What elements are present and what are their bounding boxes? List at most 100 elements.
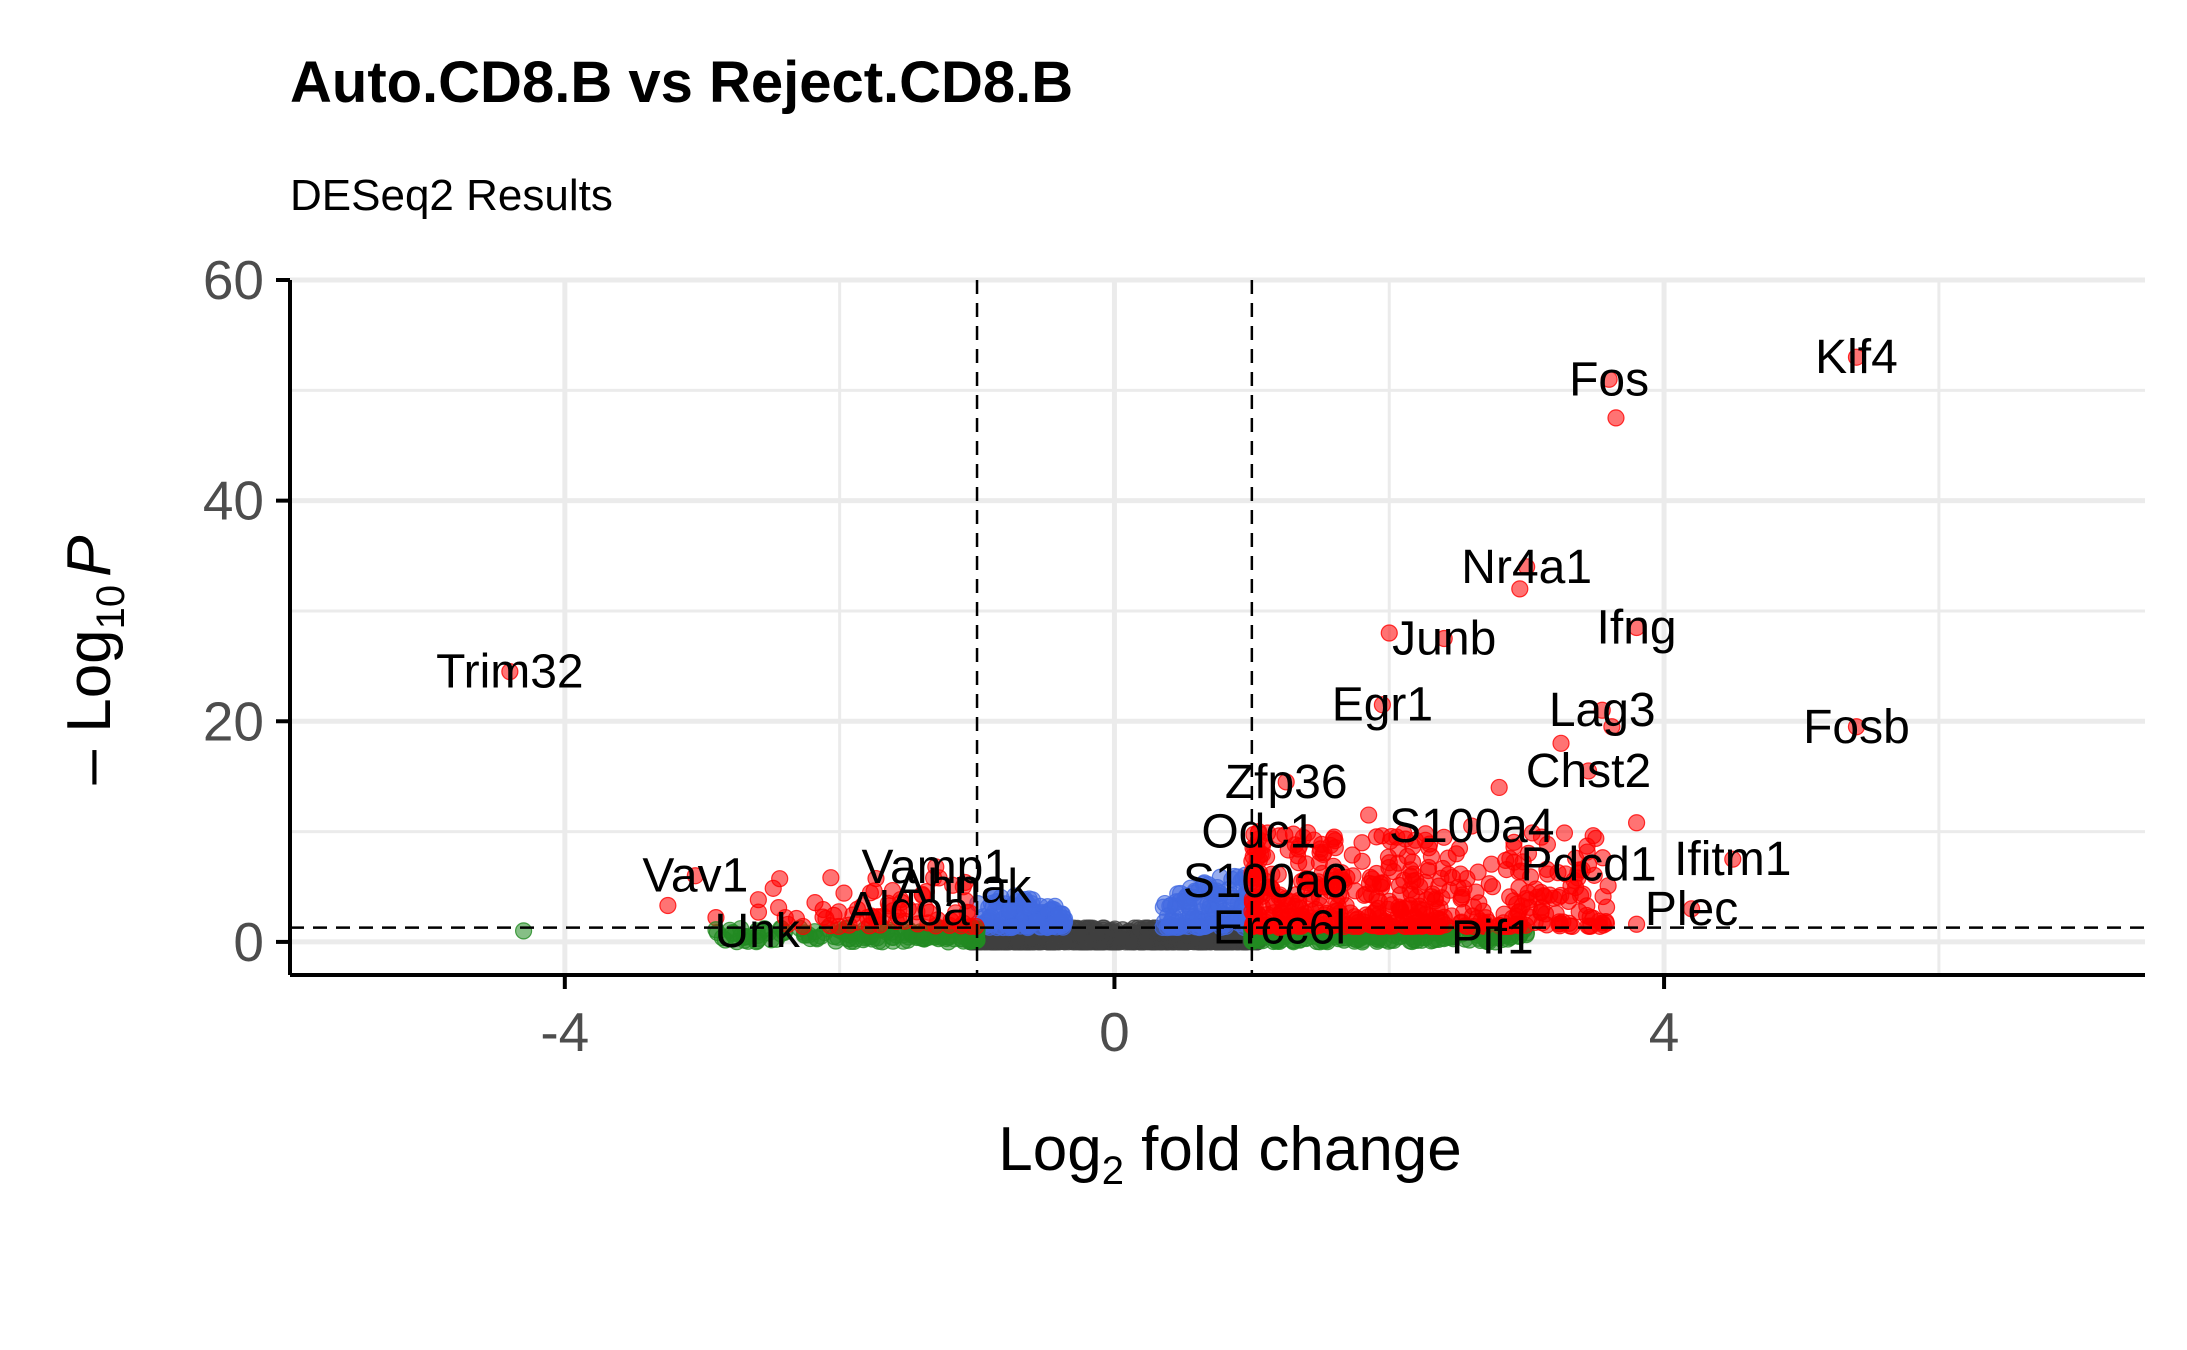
gene-label: Pdcd1 — [1520, 839, 1656, 892]
up-point — [1276, 890, 1294, 908]
y-tick-label: 40 — [203, 470, 264, 532]
gene-point — [1463, 817, 1481, 835]
ns-point — [1045, 933, 1063, 951]
gene-point — [1627, 915, 1646, 933]
gene-point — [1483, 928, 1501, 947]
gene-label: Plec — [1645, 883, 1738, 936]
up-point — [1559, 892, 1578, 911]
gene-label: Ifitm1 — [1674, 833, 1791, 886]
up-point — [1373, 875, 1391, 893]
down-point — [764, 879, 782, 897]
significant-point — [1050, 905, 1068, 923]
x-axis-title: Log2 fold change — [998, 1115, 1462, 1193]
up-point — [1435, 828, 1453, 846]
gene-point — [1511, 580, 1529, 598]
significant-point — [1207, 882, 1226, 900]
ns-point — [1137, 932, 1156, 950]
down-point — [821, 917, 839, 935]
down-point — [867, 869, 885, 888]
down-point — [927, 917, 945, 935]
significant-point — [992, 888, 1010, 907]
gene-point — [1579, 856, 1598, 874]
up-point — [1519, 844, 1538, 863]
x-tick-label: 4 — [1649, 1001, 1680, 1063]
down-point — [830, 903, 848, 921]
gene-label: Vamp1 — [862, 841, 1011, 894]
up-point — [1317, 878, 1336, 896]
up-point — [1521, 868, 1540, 886]
up-point — [1510, 879, 1528, 897]
fc-only-point — [762, 931, 780, 949]
gene-point — [899, 900, 917, 918]
gene-point — [1603, 718, 1621, 736]
up-point — [1477, 909, 1495, 927]
gene-point — [514, 922, 533, 940]
significant-point — [1176, 892, 1194, 911]
gene-point — [1256, 872, 1275, 890]
down-point — [822, 869, 840, 887]
gene-point — [1250, 822, 1268, 841]
chart-subtitle: DESeq2 Results — [290, 171, 613, 220]
gene-label: Klf4 — [1815, 331, 1898, 384]
up-point — [1346, 882, 1364, 900]
gene-label: Egr1 — [1332, 679, 1433, 732]
down-point — [867, 908, 886, 926]
up-point — [1505, 838, 1523, 856]
gene-label: Ercc6l — [1213, 902, 1346, 955]
significant-point — [1223, 870, 1241, 889]
gene-point — [1380, 624, 1398, 642]
gene-label: Junb — [1392, 613, 1496, 666]
ns-point — [1112, 929, 1131, 947]
up-point — [1453, 888, 1471, 906]
gene-label: Trim32 — [436, 646, 584, 699]
up-point — [1547, 905, 1565, 923]
cutoff-lines — [290, 280, 2145, 975]
chart-title: Auto.CD8.B vs Reject.CD8.B — [290, 50, 1073, 115]
gene-point — [1627, 618, 1646, 637]
up-point — [1456, 917, 1474, 935]
gene-point — [659, 896, 677, 915]
up-point — [1539, 865, 1557, 883]
significant-point — [1193, 897, 1211, 915]
gene-point — [1847, 348, 1866, 366]
grid — [288, 277, 2145, 975]
gene-point — [1600, 370, 1618, 388]
up-point — [1384, 862, 1403, 881]
gene-point — [1325, 828, 1343, 846]
up-point — [1270, 827, 1288, 845]
gene-point — [1373, 696, 1391, 714]
gene-label: Ifng — [1597, 602, 1677, 655]
gene-label: Nr4a1 — [1461, 541, 1592, 594]
gene-point — [1682, 900, 1701, 918]
up-point — [1408, 917, 1426, 935]
x-tick-label: 0 — [1099, 1001, 1130, 1063]
y-tick-label: 20 — [203, 690, 264, 752]
gene-label: Pif1 — [1451, 911, 1534, 964]
highlighted-points — [501, 348, 1866, 947]
gene-point — [1579, 762, 1598, 780]
gene-label: Aldoa — [847, 883, 970, 936]
ns-point — [1088, 924, 1106, 943]
up-point — [1323, 917, 1342, 935]
gene-label: Lag3 — [1549, 684, 1656, 737]
up-point — [1555, 824, 1574, 842]
significant-point — [1000, 902, 1018, 920]
up-point — [1406, 831, 1425, 849]
up-point — [1417, 905, 1435, 923]
down-point — [835, 884, 853, 902]
up-point — [1363, 916, 1381, 934]
gene-point — [1360, 806, 1378, 824]
y-axis-title: – Log10P — [55, 535, 133, 784]
significant-point — [1002, 917, 1020, 935]
gene-point — [1435, 629, 1453, 648]
up-point — [1581, 908, 1599, 926]
y-tick-label: 60 — [203, 249, 264, 311]
up-point — [1578, 837, 1596, 855]
down-point — [749, 891, 767, 909]
up-point — [1594, 849, 1612, 867]
up-point — [1482, 855, 1501, 873]
up-point — [1483, 878, 1502, 896]
x-tick-label: -4 — [540, 1001, 589, 1063]
